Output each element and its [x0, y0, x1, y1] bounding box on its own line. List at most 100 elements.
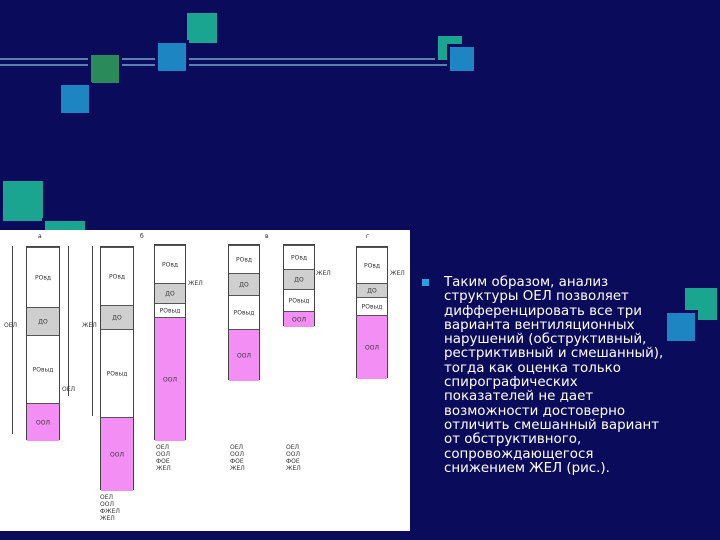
- lung-volume-figure: а б в г ОЕЛ ОЕЛ РОвд ДО РОвыд ООЛ ЖЕЛ РО…: [0, 230, 410, 531]
- volume-column-b: РОвд ДО РОвыд ООЛ: [100, 246, 134, 491]
- segment-rovd: РОвд: [27, 247, 59, 307]
- bullet-text: Таким образом, анализ структуры ОЕЛ позв…: [444, 275, 664, 476]
- legend-b: ОЕЛ ООЛ ФЖЕЛ ЖЕЛ: [100, 494, 120, 522]
- segment-label: РОвд: [290, 254, 308, 261]
- segment-rovd: РОвд: [229, 245, 259, 273]
- legend-item: ЖЕЛ: [100, 515, 115, 522]
- segment-rovyd: РОвыд: [357, 297, 387, 315]
- segment-label: РОвыд: [233, 309, 255, 316]
- segment-label: РОвд: [161, 261, 179, 268]
- legend-item: ОЕЛ: [156, 444, 170, 451]
- panel-label-d: г: [366, 233, 370, 240]
- legend-item: ФОЕ: [230, 458, 244, 465]
- segment-rovd: РОвд: [357, 247, 387, 283]
- segment-do: ДО: [27, 307, 59, 335]
- side-label-oel: ОЕЛ: [4, 322, 18, 329]
- segment-label: РОвыд: [361, 303, 383, 310]
- segment-ool: ООЛ: [357, 315, 387, 379]
- panel-label-c: в: [265, 233, 269, 240]
- segment-rovyd: РОвыд: [101, 329, 133, 417]
- dimension-line: [92, 246, 93, 416]
- segment-label: ДО: [38, 318, 48, 325]
- segment-rovyd: РОвыд: [27, 335, 59, 403]
- segment-label: РОвыд: [106, 370, 128, 377]
- legend-item: ФЖЕЛ: [100, 508, 120, 515]
- decor-square: [447, 44, 477, 74]
- decor-square: [88, 52, 122, 86]
- segment-ool: ООЛ: [101, 417, 133, 491]
- segment-label: ДО: [367, 287, 377, 294]
- volume-column-d: РОвд ДО РОвыд ООЛ: [228, 244, 260, 381]
- segment-rovd: РОвд: [284, 245, 314, 269]
- panel-label-a: а: [38, 233, 42, 240]
- decor-square: [0, 178, 46, 224]
- segment-label: ДО: [239, 281, 249, 288]
- panel-label-b: б: [140, 233, 144, 240]
- volume-column-a: РОвд ДО РОвыд ООЛ: [26, 246, 60, 441]
- legend-d: ОЕЛ ООЛ ФОЕ ЖЕЛ: [230, 444, 245, 472]
- bullet-item: Таким образом, анализ структуры ОЕЛ позв…: [422, 275, 666, 476]
- side-label-zhel: ЖЕЛ: [390, 270, 405, 277]
- dimension-line: [12, 246, 13, 434]
- segment-do: ДО: [155, 283, 185, 303]
- segment-rovd: РОвд: [155, 245, 185, 283]
- decor-square: [682, 285, 720, 323]
- legend-item: ЖЕЛ: [230, 465, 245, 472]
- segment-label: РОвд: [363, 262, 381, 269]
- legend-item: ОЕЛ: [286, 444, 300, 451]
- segment-label: ООЛ: [237, 352, 251, 359]
- segment-do: ДО: [101, 305, 133, 329]
- square-bullet-icon: [422, 279, 429, 286]
- decor-square: [664, 310, 698, 344]
- legend-item: ООЛ: [156, 451, 170, 458]
- segment-label: РОвыд: [32, 366, 54, 373]
- segment-label: ООЛ: [292, 316, 306, 323]
- side-label-zhel: ЖЕЛ: [82, 322, 97, 329]
- segment-do: ДО: [284, 269, 314, 289]
- legend-e: ОЕЛ ООЛ ФОЕ ЖЕЛ: [286, 444, 301, 472]
- decor-square: [184, 10, 220, 46]
- legend-item: ЖЕЛ: [286, 465, 301, 472]
- segment-label: ДО: [165, 290, 175, 297]
- segment-label: ООЛ: [365, 344, 379, 351]
- legend-c: ОЕЛ ООЛ ФОЕ ЖЕЛ: [156, 444, 171, 472]
- segment-label: РОвыд: [288, 297, 310, 304]
- segment-label: ООЛ: [163, 376, 177, 383]
- segment-do: ДО: [229, 273, 259, 295]
- side-label-zhel: ЖЕЛ: [188, 280, 203, 287]
- segment-ool: ООЛ: [229, 329, 259, 381]
- decor-square: [155, 40, 189, 74]
- volume-column-f: РОвд ДО РОвыд ООЛ: [356, 246, 388, 379]
- legend-item: ЖЕЛ: [156, 465, 171, 472]
- segment-ool: ООЛ: [155, 317, 185, 441]
- decor-line-bottom: [0, 64, 470, 66]
- segment-label: ООЛ: [36, 419, 50, 426]
- volume-column-c: РОвд ДО РОвыд ООЛ: [154, 244, 186, 441]
- legend-item: ФОЕ: [156, 458, 170, 465]
- segment-rovyd: РОвыд: [284, 289, 314, 311]
- legend-item: ФОЕ: [286, 458, 300, 465]
- segment-label: ООЛ: [110, 451, 124, 458]
- segment-label: РОвд: [108, 273, 126, 280]
- legend-item: ООЛ: [100, 501, 114, 508]
- side-label-oel: ОЕЛ: [62, 386, 76, 393]
- segment-label: РОвд: [34, 274, 52, 281]
- legend-item: ОЕЛ: [230, 444, 244, 451]
- decor-square: [58, 82, 92, 116]
- segment-label: ДО: [294, 276, 304, 283]
- decor-line-top: [0, 58, 470, 60]
- legend-item: ООЛ: [230, 451, 244, 458]
- segment-rovd: РОвд: [101, 247, 133, 305]
- segment-rovyd: РОвыд: [155, 303, 185, 317]
- segment-label: ДО: [112, 314, 122, 321]
- segment-ool: ООЛ: [284, 311, 314, 327]
- segment-do: ДО: [357, 283, 387, 297]
- dimension-line: [68, 246, 69, 396]
- segment-rovyd: РОвыд: [229, 295, 259, 329]
- legend-item: ОЕЛ: [100, 494, 114, 501]
- segment-label: РОвыд: [159, 307, 181, 314]
- legend-item: ООЛ: [286, 451, 300, 458]
- volume-column-e: РОвд ДО РОвыд ООЛ: [283, 244, 315, 327]
- side-label-zhel: ЖЕЛ: [316, 270, 331, 277]
- segment-label: РОвд: [235, 256, 253, 263]
